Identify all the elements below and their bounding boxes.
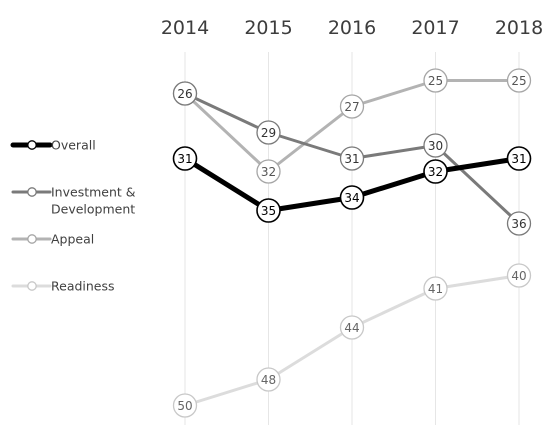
data-label: 30 bbox=[428, 139, 443, 153]
data-point-readiness-2018: 40 bbox=[506, 263, 532, 288]
data-label: 34 bbox=[344, 191, 359, 205]
data-label: 32 bbox=[428, 165, 443, 179]
data-point-appeal-2016: 27 bbox=[339, 94, 365, 119]
data-point-readiness-2016: 44 bbox=[339, 315, 365, 340]
data-point-overall-2017: 32 bbox=[423, 159, 448, 184]
data-point-overall-2015: 35 bbox=[256, 198, 281, 223]
data-label: 41 bbox=[428, 282, 443, 296]
point-marker bbox=[423, 159, 448, 184]
data-point-investment-development-2017: 30 bbox=[423, 133, 448, 158]
data-label: 44 bbox=[344, 321, 359, 335]
data-point-readiness-2015: 48 bbox=[256, 367, 281, 392]
point-marker bbox=[339, 146, 365, 171]
data-point-appeal-2018: 25 bbox=[506, 68, 532, 93]
point-marker bbox=[506, 263, 532, 288]
data-label: 26 bbox=[177, 87, 192, 101]
point-marker bbox=[423, 68, 448, 93]
data-point-investment-development-2016: 31 bbox=[339, 146, 365, 171]
point-marker bbox=[339, 94, 365, 119]
point-marker bbox=[339, 185, 365, 210]
point-marker bbox=[423, 276, 448, 301]
data-label: 25 bbox=[428, 74, 443, 88]
data-point-markers: 5048444140263227252526293130363135343231 bbox=[172, 68, 532, 418]
data-label: 31 bbox=[177, 152, 192, 166]
point-marker bbox=[256, 159, 281, 184]
legend-item-overall: Overall bbox=[10, 138, 96, 153]
data-label: 25 bbox=[511, 74, 526, 88]
point-marker bbox=[172, 146, 198, 171]
legend-swatch-marker bbox=[27, 234, 37, 244]
legend-item-investment-development: Investment & Development bbox=[11, 185, 136, 217]
data-label: 31 bbox=[344, 152, 359, 166]
point-marker bbox=[423, 133, 448, 158]
data-point-investment-development-2014: 26 bbox=[172, 81, 198, 106]
year-axis-labels: 2014 2015 2016 2017 2018 bbox=[161, 17, 543, 39]
data-point-appeal-2015: 32 bbox=[256, 159, 281, 184]
point-marker bbox=[256, 198, 281, 223]
point-marker bbox=[506, 146, 532, 171]
point-marker bbox=[172, 81, 198, 106]
data-point-investment-development-2015: 29 bbox=[256, 120, 281, 145]
legend-swatch-marker bbox=[27, 281, 37, 291]
year-label-2015: 2015 bbox=[244, 17, 292, 39]
data-label: 31 bbox=[511, 152, 526, 166]
point-marker bbox=[172, 393, 198, 418]
data-label: 29 bbox=[261, 126, 276, 140]
data-point-overall-2014: 31 bbox=[172, 146, 198, 171]
data-point-readiness-2017: 41 bbox=[423, 276, 448, 301]
data-point-appeal-2017: 25 bbox=[423, 68, 448, 93]
year-label-2014: 2014 bbox=[161, 17, 209, 39]
point-marker bbox=[339, 315, 365, 340]
chart-legend: Overall Investment & Development Appeal Read… bbox=[10, 138, 136, 294]
point-marker bbox=[506, 68, 532, 93]
legend-label: Overall bbox=[51, 138, 96, 153]
data-point-overall-2016: 34 bbox=[339, 185, 365, 210]
data-label: 35 bbox=[261, 204, 276, 218]
data-label: 27 bbox=[344, 100, 359, 114]
legend-label: Readiness bbox=[51, 279, 115, 294]
legend-swatch-marker bbox=[27, 140, 37, 150]
legend-item-appeal: Appeal bbox=[11, 232, 94, 247]
year-label-2016: 2016 bbox=[328, 17, 376, 39]
legend-label: Investment & bbox=[51, 185, 136, 200]
year-label-2018: 2018 bbox=[495, 17, 543, 39]
point-marker bbox=[256, 367, 281, 392]
data-label: 50 bbox=[177, 399, 192, 413]
point-marker bbox=[256, 120, 281, 145]
year-label-2017: 2017 bbox=[411, 17, 459, 39]
legend-item-readiness: Readiness bbox=[11, 279, 115, 294]
legend-swatch-marker bbox=[27, 187, 37, 197]
data-label: 40 bbox=[511, 269, 526, 283]
data-point-readiness-2014: 50 bbox=[172, 393, 198, 418]
point-marker bbox=[506, 211, 532, 236]
data-point-investment-development-2018: 36 bbox=[506, 211, 532, 236]
legend-label: Development bbox=[51, 202, 135, 217]
data-point-overall-2018: 31 bbox=[506, 146, 532, 171]
legend-label: Appeal bbox=[51, 232, 94, 247]
data-label: 32 bbox=[261, 165, 276, 179]
data-label: 48 bbox=[261, 373, 276, 387]
data-label: 36 bbox=[511, 217, 526, 231]
